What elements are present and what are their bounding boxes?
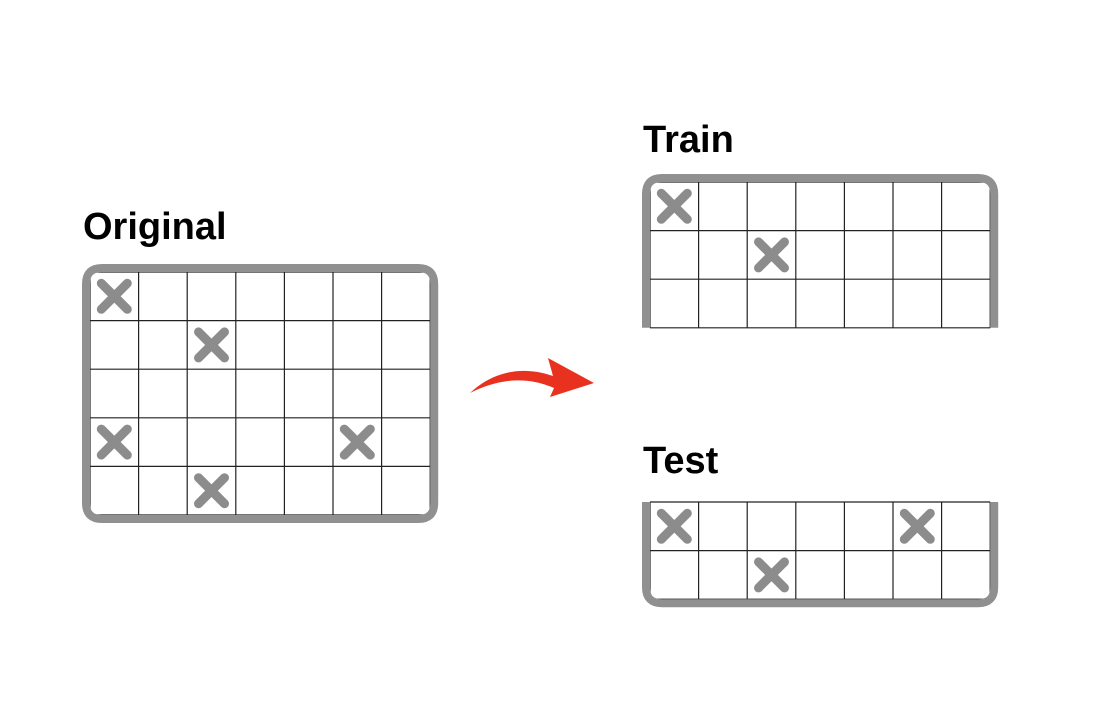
- grid-frame: [642, 174, 999, 328]
- grid-frame: [642, 502, 999, 608]
- train-grid: [642, 174, 999, 329]
- x-mark-icon: [754, 557, 789, 593]
- x-mark-icon: [656, 508, 692, 544]
- x-mark-icon: [656, 188, 692, 224]
- train-title: Train: [643, 119, 734, 161]
- test-grid: [642, 501, 999, 608]
- x-mark-icon: [194, 473, 229, 509]
- original-title: Original: [83, 206, 227, 248]
- x-mark-icon: [194, 327, 229, 363]
- x-mark-icon: [754, 237, 789, 273]
- test-title: Test: [643, 440, 719, 482]
- x-mark-icon: [96, 424, 132, 460]
- grid-frame: [82, 264, 439, 523]
- x-mark-icon: [96, 278, 132, 314]
- x-mark-icon: [899, 508, 935, 544]
- curved-arrow-icon: [470, 358, 594, 397]
- original-grid: [82, 264, 439, 523]
- x-mark-icon: [339, 424, 375, 460]
